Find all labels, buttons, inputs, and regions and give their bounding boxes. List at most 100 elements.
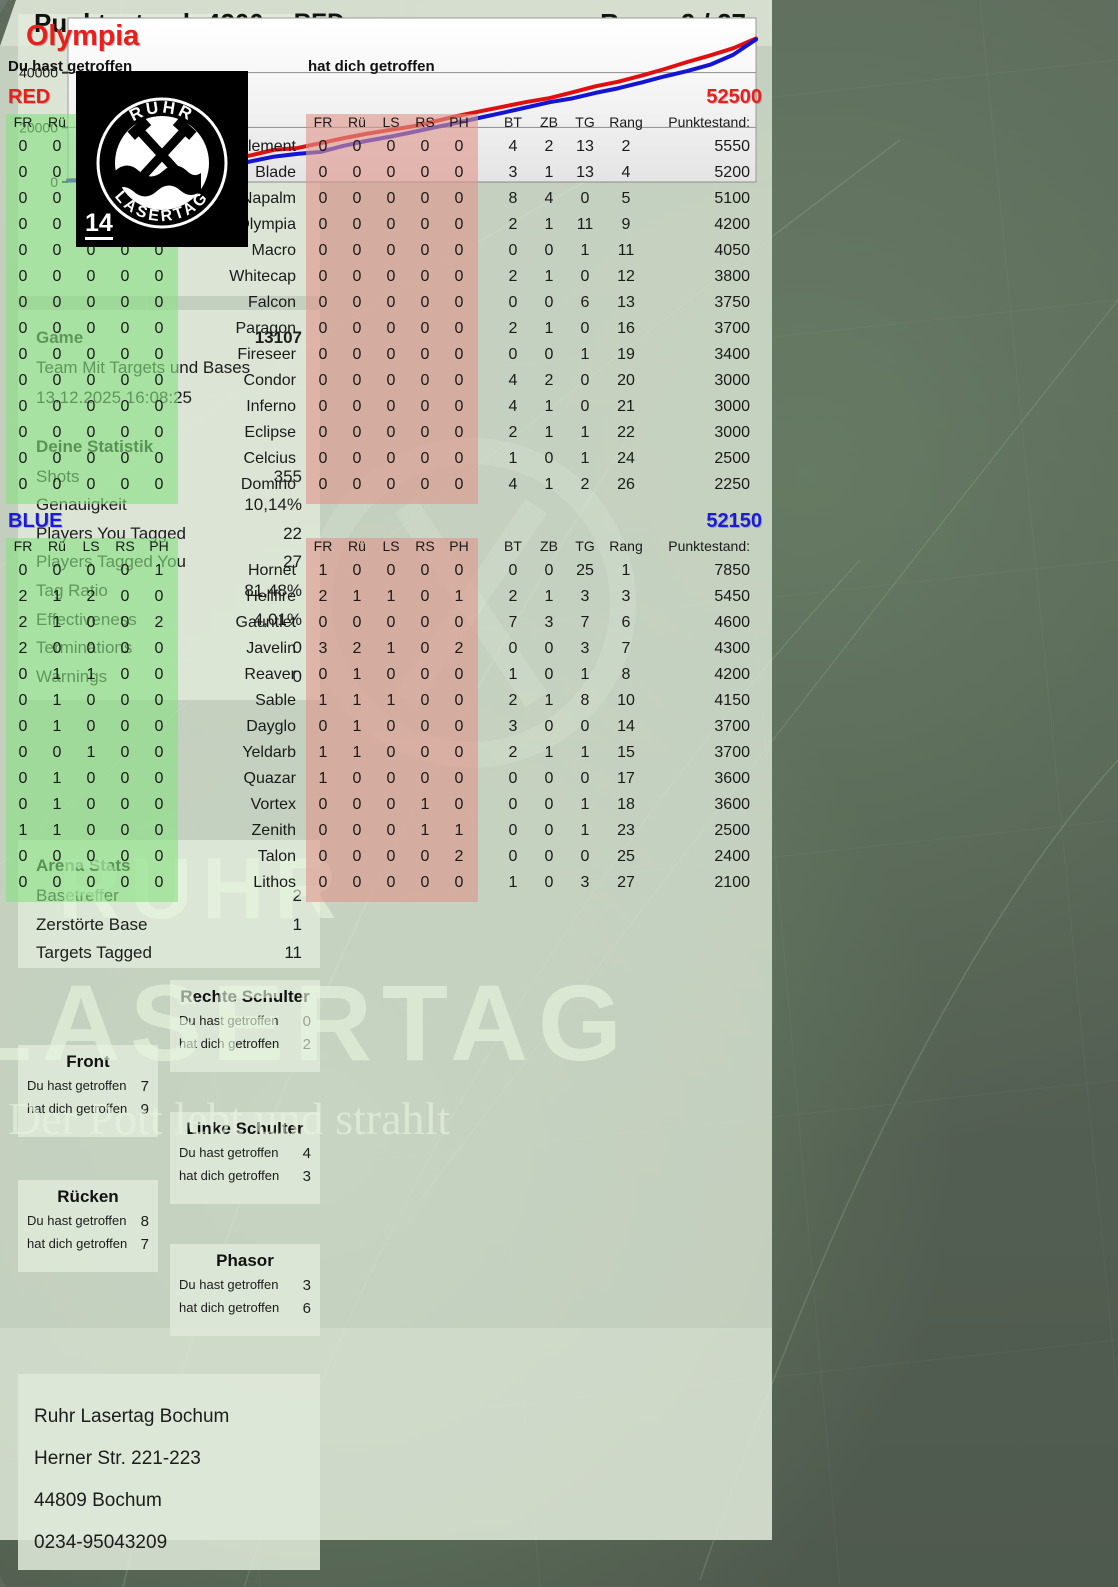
cell-them-Rü: 0: [352, 268, 362, 285]
cell-you-PH: 0: [154, 718, 164, 735]
cell-you-PH: 0: [154, 294, 164, 311]
cell-tg: 1: [580, 346, 590, 363]
table-row[interactable]: 0 1 0 0 0 Sable 1 1 1 0 0 2 1 8 10 4150: [0, 692, 772, 718]
hitbox-title: Phasor: [216, 1251, 274, 1270]
cell-them-RS: 0: [420, 216, 430, 233]
cell-you-LS: 0: [86, 640, 96, 657]
hitbox-row-label: hat dich getroffen: [179, 1036, 280, 1051]
cell-tg: 0: [580, 372, 590, 389]
table-row[interactable]: 0 0 0 0 0 Talon 0 0 0 0 2 0 0 0 25 2400: [0, 848, 772, 874]
cell-you-RS: 0: [120, 476, 130, 493]
cell-tg: 1: [580, 242, 590, 259]
cell-them-FR: 0: [318, 216, 328, 233]
hitbox-them-row: hat dich getroffen 7: [18, 1230, 158, 1253]
team-total-score: 52500: [706, 86, 762, 108]
table-row[interactable]: 0 0 1 0 0 Yeldarb 1 1 0 0 0 2 1 1 15 3700: [0, 744, 772, 770]
cell-you-PH: 0: [154, 268, 164, 285]
col-head-them-FR: FR: [313, 114, 333, 130]
table-row[interactable]: 2 1 0 0 2 Gauntlet 0 0 0 0 0 7 3 7 6 4600: [0, 614, 772, 640]
cell-you-RS: 0: [120, 372, 130, 389]
cell-them-Rü: 1: [352, 588, 362, 605]
cell-you-FR: 0: [18, 848, 28, 865]
cell-punktestand: 4200: [714, 666, 750, 683]
hitbox-row-label: Du hast getroffen: [179, 1277, 279, 1292]
cell-you-FR: 0: [18, 216, 28, 233]
cell-rang: 18: [617, 796, 635, 813]
table-row[interactable]: 0 0 0 0 0 Condor 0 0 0 0 0 4 2 0 20 3000: [0, 372, 772, 398]
table-row[interactable]: 0 0 0 0 0 Domino 0 0 0 0 0 4 1 2 26 2250: [0, 476, 772, 502]
cell-them-PH: 0: [454, 562, 464, 579]
table-row[interactable]: 0 0 0 0 0 Eclipse 0 0 0 0 0 2 1 1 22 3000: [0, 424, 772, 450]
cell-you-Rü: 0: [52, 164, 62, 181]
table-row[interactable]: 0 0 0 0 0 Falcon 0 0 0 0 0 0 0 6 13 3750: [0, 294, 772, 320]
cell-them-RS: 0: [420, 588, 430, 605]
player-name: Celcius: [243, 450, 296, 467]
cell-rang: 15: [617, 744, 635, 761]
cell-them-LS: 0: [386, 242, 396, 259]
cell-them-Rü: 0: [352, 614, 362, 631]
table-row[interactable]: 0 0 0 0 0 Fireseer 0 0 0 0 0 0 0 1 19 3400: [0, 346, 772, 372]
table-row[interactable]: 00000Napalm0000084055100: [0, 190, 772, 216]
cell-them-RS: 1: [420, 796, 430, 813]
cell-them-RS: 0: [420, 848, 430, 865]
chart-ytick-label: 40000: [19, 65, 58, 81]
table-row[interactable]: 1 1 0 0 0 Zenith 0 0 0 1 1 0 0 1 23 2500: [0, 822, 772, 848]
cell-bt: 4: [508, 372, 518, 389]
cell-you-RS: 0: [120, 614, 130, 631]
table-row[interactable]: 0 0 0 0 0 Macro 0 0 0 0 0 0 0 1 11 4050: [0, 242, 772, 268]
cell-them-PH: 0: [454, 346, 464, 363]
table-row[interactable]: 0 0 0 0 0 Whitecap 0 0 0 0 0 2 1 0 12 3800: [0, 268, 772, 294]
cell-you-FR: 0: [18, 372, 28, 389]
cell-you-PH: 0: [154, 588, 164, 605]
table-row[interactable]: 0 0 0 0 0 Inferno 0 0 0 0 0 4 1 0 21 3000: [0, 398, 772, 424]
stat-value: 81,48%: [244, 580, 302, 600]
cell-you-Rü: 0: [52, 848, 62, 865]
hitbox-row-value: 8: [140, 1213, 149, 1230]
cell-punktestand: 3000: [714, 372, 750, 389]
table-row[interactable]: 0 0 0 0 1 Hornet 1 0 0 0 0 0 0 25 1 7850: [0, 562, 772, 588]
hitbox-you-row: Du hast getroffen 3: [170, 1271, 320, 1294]
cell-tg: 1: [580, 822, 590, 839]
game-id: 13107: [254, 328, 302, 347]
stat-value: 355: [273, 466, 302, 486]
cell-you-Rü: 0: [52, 372, 62, 389]
cell-them-LS: 0: [386, 666, 396, 683]
stat-value: 2: [292, 886, 302, 905]
cell-bt: 0: [508, 346, 518, 363]
table-row[interactable]: 0 0 0 0 0 Celcius 0 0 0 0 0 1 0 1 24 2500: [0, 450, 772, 476]
venue-address-panel: Ruhr Lasertag Bochum Herner Str. 221-223 4…: [18, 1374, 320, 1570]
cell-them-PH: 0: [454, 744, 464, 761]
cell-you-FR: 0: [18, 562, 28, 579]
cell-them-FR: 3: [318, 640, 328, 657]
table-row[interactable]: 0 0 0 0 0 Lithos 0 0 0 0 0 1 0 3 27 2100: [0, 874, 772, 900]
cell-zb: 0: [544, 346, 554, 363]
table-row[interactable]: 2 1 2 0 0 Hellfire 2 1 1 0 1 2 1 3 3 5450: [0, 588, 772, 614]
stat-value: 27: [283, 552, 302, 572]
cell-them-RS: 0: [420, 562, 430, 579]
cell-you-PH: 0: [154, 666, 164, 683]
table-row[interactable]: 0 1 0 0 0 Dayglo 0 1 0 0 0 3 0 0 14 3700: [0, 718, 772, 744]
cell-them-RS: 0: [420, 874, 430, 891]
table-row[interactable]: 00000Element00000421325550: [0, 138, 772, 164]
hitbox-linke-schulter: Linke Schulter Du hast getroffen 4 hat dich…: [170, 1112, 320, 1204]
cell-bt: 2: [508, 216, 518, 233]
table-row[interactable]: 0 1 1 0 0 Reaver 0 1 0 0 0 1 0 1 8 4200: [0, 666, 772, 692]
table-row[interactable]: 2 0 0 0 0 Javelin 3 2 1 0 2 0 0 3 7 4300: [0, 640, 772, 666]
cell-you-FR: 0: [18, 138, 28, 155]
cell-punktestand: 2500: [714, 822, 750, 839]
cell-them-LS: 0: [386, 450, 396, 467]
cell-tg: 1: [580, 450, 590, 467]
cell-rang: 25: [617, 848, 635, 865]
table-row[interactable]: 0 1 0 0 0 Vortex 0 0 0 1 0 0 0 1 18 3600: [0, 796, 772, 822]
cell-you-LS: 0: [86, 770, 96, 787]
col-head-them-PH: PH: [449, 538, 469, 554]
team-header-red: RED 52500: [0, 86, 772, 114]
cell-them-LS: 0: [386, 874, 396, 891]
cell-you-Rü: 0: [52, 398, 62, 415]
cell-you-FR: 2: [18, 588, 28, 605]
cell-them-RS: 0: [420, 424, 430, 441]
table-row[interactable]: 0 1 0 0 0 Quazar 1 0 0 0 0 0 0 0 17 3600: [0, 770, 772, 796]
cell-bt: 0: [508, 640, 518, 657]
hitbox-row-value: 0: [302, 1013, 311, 1030]
table-row[interactable]: 0 0 0 0 0 Paragon 0 0 0 0 0 2 1 0 16 3700: [0, 320, 772, 346]
